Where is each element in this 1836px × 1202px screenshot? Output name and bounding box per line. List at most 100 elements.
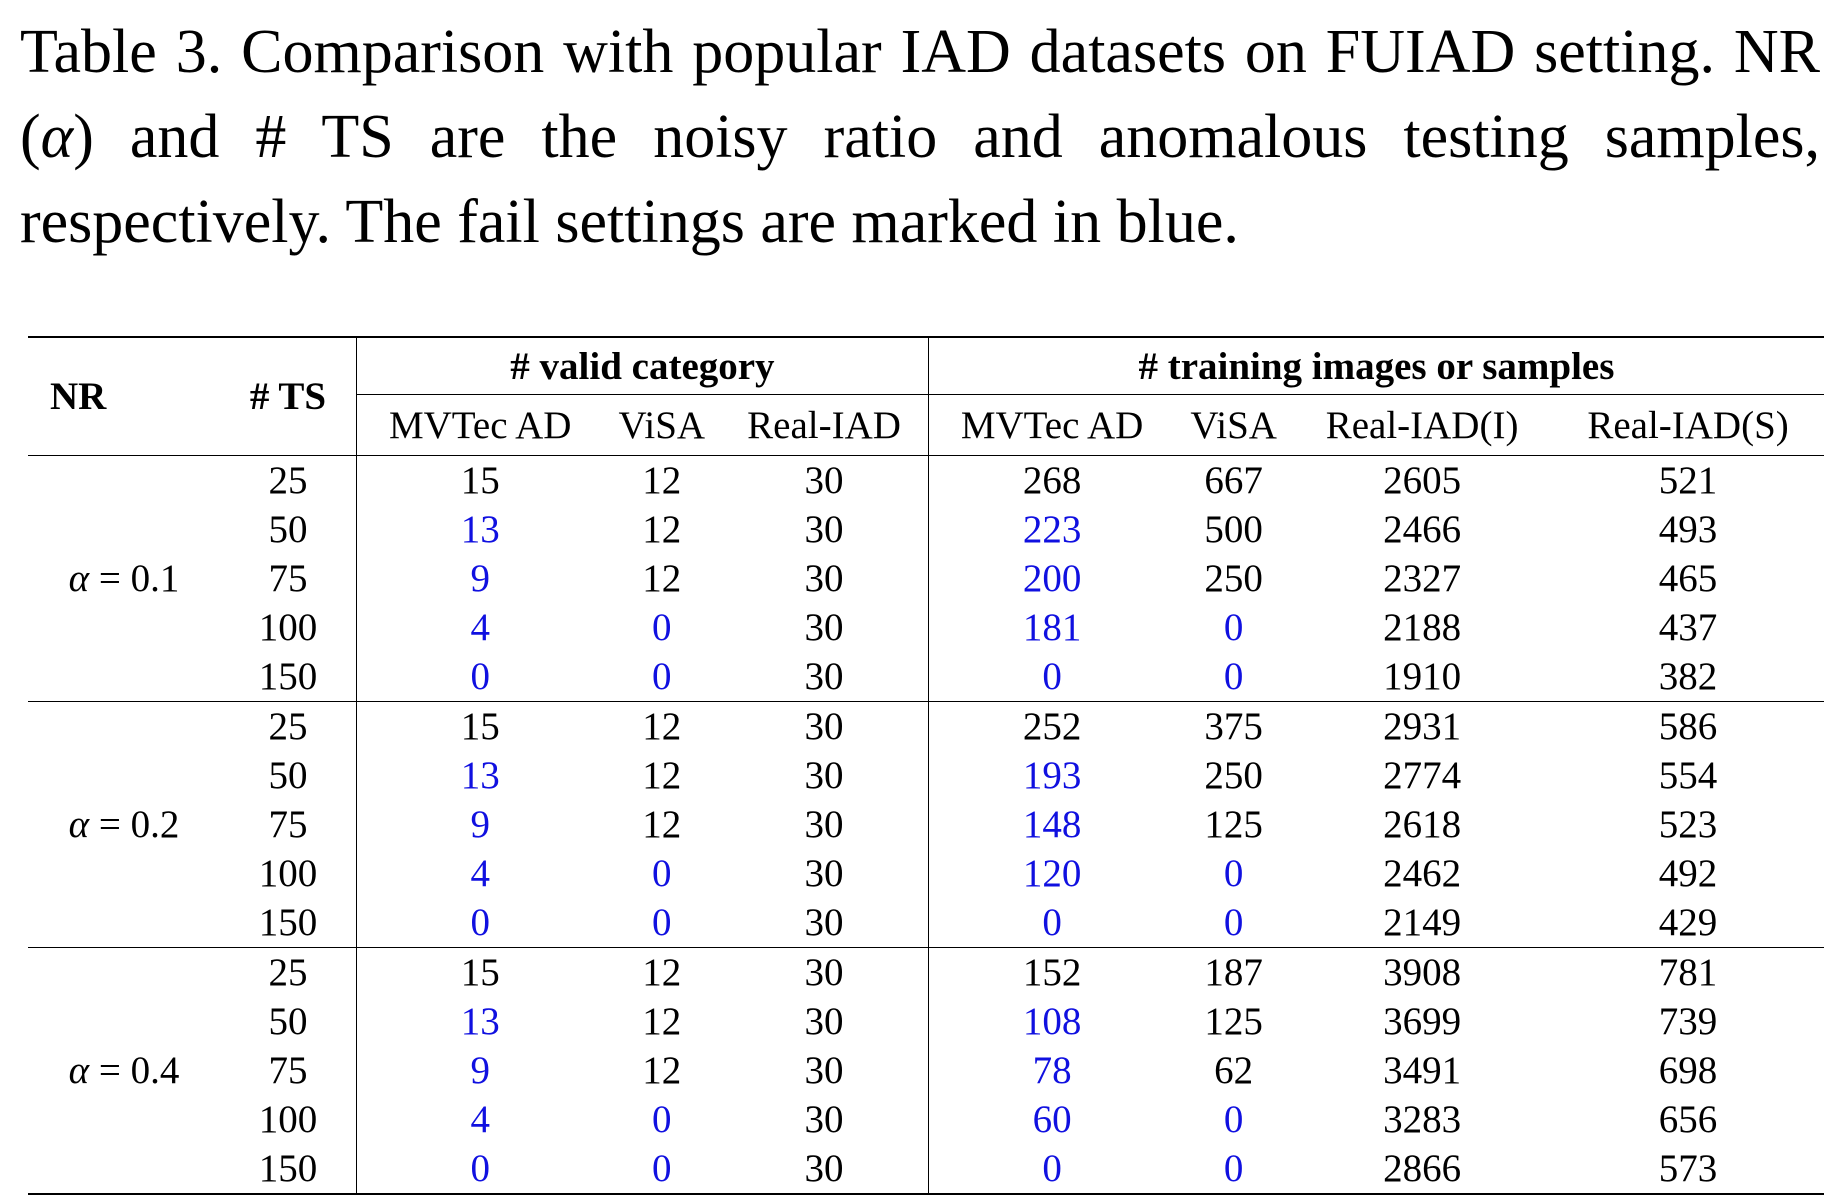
value-cell: 429 [1658,901,1718,944]
header-col-visa-valid: ViSA [618,403,706,447]
nr-cell: α = 0.2 [28,701,220,948]
table-body: α = 0.1 25 15 12 30 268 667 2605 521 50 13 12 30 223 5… [28,455,1824,1194]
value-cell: 2618 [1383,803,1462,846]
value-cell: 375 [1175,701,1293,751]
value-cell: 108 [1022,1000,1082,1043]
value-cell: 656 [1658,1098,1718,1141]
table-row: 100 4 0 30 120 0 2462 492 [28,849,1824,898]
value-cell: 148 [1022,803,1082,846]
nr-cell: α = 0.4 [28,947,220,1194]
header-col-mvtec-training: MVTec AD [960,403,1144,447]
header-group-training-images: # training images or samples [928,337,1824,395]
value-cell: 2327 [1383,557,1462,600]
table-row: 75 9 12 30 200 250 2327 465 [28,554,1824,603]
value-cell: 181 [1022,606,1082,649]
table-row: 100 4 0 30 181 0 2188 437 [28,603,1824,652]
value-cell: 2605 [1292,455,1553,505]
value-cell: 0 [1223,655,1244,698]
caption-part-2: ) and # TS are the noisy ratio and anoma… [20,103,1820,256]
value-cell: 0 [1042,901,1062,944]
table-row: 50 13 12 30 223 500 2466 493 [28,505,1824,554]
value-cell: 2188 [1383,606,1462,649]
nr-value: = 0.1 [89,557,180,600]
value-cell: 12 [603,947,721,997]
value-cell: 30 [720,701,929,751]
table-row: 50 13 12 30 193 250 2774 554 [28,751,1824,800]
value-cell: 30 [720,652,929,702]
ts-cell: 100 [220,603,357,652]
value-cell: 9 [470,557,490,600]
value-cell: 187 [1175,947,1293,997]
value-cell: 0 [652,1147,672,1190]
nr-cell: α = 0.1 [28,455,220,702]
value-cell: 0 [470,901,490,944]
value-cell: 0 [1223,1147,1244,1190]
table-row: 150 0 0 30 0 0 2866 573 [28,1144,1824,1194]
value-cell: 667 [1175,455,1293,505]
table-row: 50 13 12 30 108 125 3699 739 [28,997,1824,1046]
value-cell: 30 [720,554,929,603]
ts-cell: 75 [220,1046,357,1095]
value-cell: 252 [928,701,1176,751]
value-cell: 30 [720,603,929,652]
table-row: 75 9 12 30 148 125 2618 523 [28,800,1824,849]
value-cell: 62 [1214,1049,1254,1092]
value-cell: 437 [1658,606,1718,649]
value-cell: 30 [720,751,929,800]
value-cell: 493 [1658,508,1718,551]
value-cell: 13 [460,508,500,551]
value-cell: 200 [1022,557,1082,600]
value-cell: 2931 [1292,701,1553,751]
value-cell: 12 [642,754,682,797]
value-cell: 523 [1658,803,1718,846]
value-cell: 465 [1658,557,1718,600]
table-row: α = 0.1 25 15 12 30 268 667 2605 521 [28,455,1824,702]
caption-part-1: Table 3. Comparison with popular IAD dat… [20,18,1820,171]
value-cell: 492 [1658,852,1718,895]
value-cell: 781 [1552,947,1824,997]
value-cell: 30 [720,898,929,948]
value-cell: 250 [1204,754,1263,797]
ts-cell: 100 [220,1095,357,1144]
value-cell: 120 [1022,852,1082,895]
value-cell: 125 [1204,803,1263,846]
value-cell: 0 [652,852,672,895]
header-col-realiad-valid: Real-IAD [720,394,929,456]
value-cell: 12 [603,455,721,505]
value-cell: 2866 [1383,1147,1462,1190]
value-cell: 12 [642,1049,682,1092]
ts-cell: 75 [220,554,357,603]
value-cell: 12 [642,557,682,600]
value-cell: 12 [603,701,721,751]
ts-cell: 150 [220,652,357,702]
value-cell: 2149 [1383,901,1462,944]
value-cell: 4 [470,606,490,649]
nr-value: = 0.4 [89,1049,180,1092]
caption-alpha: α [40,103,74,171]
comparison-table: NR # TS # valid category # training imag… [28,336,1824,1195]
value-cell: 3491 [1383,1049,1462,1092]
value-cell: 3699 [1383,1000,1462,1043]
value-cell: 268 [928,455,1176,505]
value-cell: 193 [1022,754,1082,797]
value-cell: 30 [720,849,929,898]
value-cell: 0 [1223,1098,1244,1141]
table-row: α = 0.4 25 15 12 30 152 187 3908 781 [28,947,1824,1194]
value-cell: 30 [720,505,929,554]
header-col-mvtec-valid: MVTec AD [388,403,572,447]
ts-cell: 100 [220,849,357,898]
header-group-valid-category: # valid category [356,337,929,395]
ts-cell: 25 [220,947,357,997]
ts-cell: 50 [220,505,357,554]
value-cell: 573 [1658,1147,1718,1190]
value-cell: 0 [1223,901,1244,944]
ts-cell: 50 [220,751,357,800]
value-cell: 30 [720,455,929,505]
value-cell: 0 [652,655,672,698]
value-cell: 15 [356,947,604,997]
value-cell: 60 [1032,1098,1072,1141]
value-cell: 739 [1658,1000,1718,1043]
value-cell: 13 [460,754,500,797]
value-cell: 0 [1223,606,1244,649]
value-cell: 30 [720,1046,929,1095]
